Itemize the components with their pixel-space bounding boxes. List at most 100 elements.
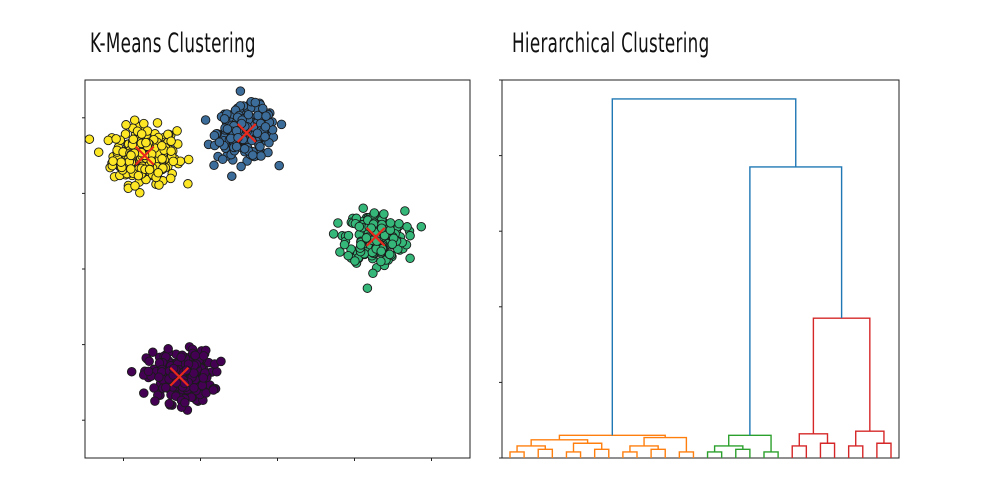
centroid-marker (134, 145, 155, 166)
scatter-point (141, 137, 151, 148)
scatter-point (190, 350, 200, 361)
scatter-point (116, 157, 126, 167)
scatter-point (276, 119, 287, 130)
scatter-point (216, 356, 226, 367)
scatter-point (130, 181, 140, 191)
kmeans-title: K-Means Clustering (90, 28, 256, 59)
scatter-point (154, 372, 164, 382)
kmeans-points (84, 86, 427, 415)
scatter-point (212, 367, 222, 377)
centroid-stroke (134, 145, 155, 166)
dendrogram-plot (499, 79, 900, 459)
scatter-point (402, 222, 412, 232)
scatter-point (108, 156, 118, 166)
scatter-point (356, 240, 366, 250)
scatter-point (369, 208, 380, 218)
scatter-point (180, 397, 190, 408)
scatter-point (227, 171, 237, 181)
scatter-point (189, 383, 199, 393)
centroid-stroke (169, 366, 190, 387)
centroid-stroke (236, 123, 257, 143)
scatter-point (252, 128, 263, 138)
scatter-point (152, 118, 163, 128)
scatter-point (183, 154, 194, 165)
scatter-point (255, 141, 265, 152)
scatter-point (362, 283, 373, 293)
scatter-point (256, 151, 266, 161)
scatter-point (166, 146, 176, 156)
scatter-point (384, 249, 395, 260)
scatter-point (343, 250, 353, 261)
scatter-point (250, 97, 261, 108)
kmeans-ticks (82, 117, 432, 461)
scatter-point (400, 206, 410, 216)
scatter-point (120, 129, 131, 139)
scatter-point (261, 111, 271, 121)
hierarchical-title: Hierarchical Clustering (512, 28, 710, 59)
scatter-point (361, 233, 372, 243)
scatter-point (144, 164, 155, 175)
scatter-point (376, 246, 386, 256)
dendrogram-link (611, 98, 797, 436)
scatter-point (239, 144, 250, 154)
scatter-point (335, 247, 345, 257)
scatter-point (143, 366, 154, 377)
scatter-point (93, 147, 104, 157)
scatter-point (161, 382, 171, 393)
scatter-point (164, 398, 175, 409)
scatter-point (176, 352, 186, 362)
scatter-point (129, 115, 140, 125)
scatter-point (128, 134, 139, 145)
scatter-point (243, 109, 254, 120)
scatter-point (166, 136, 176, 146)
scatter-point (235, 86, 246, 96)
scatter-point (157, 154, 167, 164)
scatter-point (103, 135, 114, 146)
scatter-point (135, 188, 145, 198)
scatter-point (144, 356, 154, 367)
scatter-point (219, 114, 230, 124)
scatter-point (209, 130, 220, 141)
dendrogram-frame (501, 79, 900, 459)
scatter-point (168, 363, 179, 374)
dendrogram-links (509, 98, 892, 458)
scatter-point (165, 173, 176, 184)
kmeans-cluster-3 (328, 203, 427, 293)
scatter-point (153, 168, 163, 178)
scatter-point (111, 134, 121, 144)
scatter-point (343, 230, 354, 241)
centroid-marker (236, 123, 257, 143)
scatter-point (208, 385, 219, 395)
scatter-point (379, 209, 389, 219)
dendrogram-ticks (499, 79, 502, 459)
scatter-point (217, 154, 228, 165)
scatter-point (405, 253, 415, 264)
scatter-point (376, 256, 386, 267)
scatter-point (126, 366, 137, 377)
scatter-point (358, 203, 368, 213)
kmeans-cluster-1 (84, 115, 194, 198)
scatter-point (133, 170, 144, 181)
scatter-point (354, 221, 365, 232)
scatter-point (126, 150, 136, 161)
scatter-point (183, 179, 193, 189)
scatter-point (139, 118, 149, 129)
scatter-point (163, 344, 173, 354)
centroid-stroke (365, 227, 386, 247)
scatter-point (214, 137, 225, 147)
scatter-point (198, 373, 209, 383)
scatter-point (274, 160, 284, 171)
scatter-point (387, 239, 398, 249)
scatter-point (350, 256, 360, 266)
centroid-marker (169, 366, 190, 387)
scatter-point (148, 347, 158, 357)
centroid-marker (365, 227, 386, 247)
kmeans-centroids (134, 123, 386, 387)
scatter-point (168, 156, 179, 167)
scatter-point (139, 388, 149, 398)
scatter-point (126, 164, 136, 174)
scatter-point (84, 134, 95, 144)
scatter-point (150, 396, 160, 406)
scatter-point (198, 351, 209, 361)
